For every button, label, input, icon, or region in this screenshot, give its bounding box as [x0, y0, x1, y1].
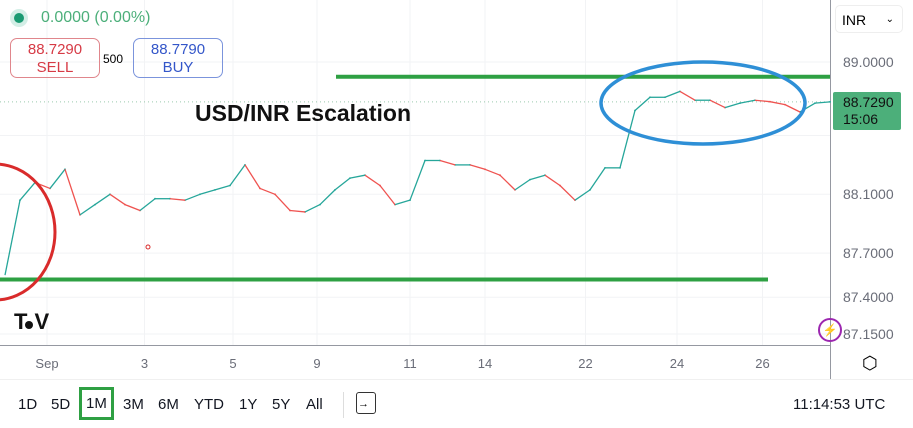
- spread: 500: [103, 52, 124, 66]
- price-segment: [439, 159, 456, 166]
- price-segment: [199, 189, 216, 195]
- price-segment: [304, 204, 321, 213]
- last-price-tag: 88.7290 15:06: [833, 92, 901, 130]
- price-segment: [319, 189, 336, 206]
- x-tick-label: 22: [578, 356, 593, 371]
- range-1d[interactable]: 1D: [18, 396, 38, 413]
- currency-select[interactable]: INR ⌄: [835, 5, 903, 33]
- price-segment: [94, 193, 111, 206]
- chart-settings-icon[interactable]: ⬡: [862, 353, 878, 373]
- price-segment: [814, 101, 831, 104]
- buy-price: 88.7790: [150, 41, 206, 58]
- price-segment: [469, 164, 486, 170]
- price-segment: [514, 179, 531, 191]
- price-segment: [739, 99, 756, 104]
- range-5d[interactable]: 5D: [51, 396, 71, 413]
- price-segment: [379, 185, 396, 205]
- price-segment: [49, 168, 66, 189]
- bar-countdown: 15:06: [843, 111, 879, 127]
- price-segment: [544, 174, 561, 187]
- price-segment: [139, 198, 156, 211]
- x-tick-label: 24: [669, 356, 685, 371]
- range-5y[interactable]: 5Y: [272, 396, 291, 413]
- price-segment: [529, 174, 546, 181]
- price-segment: [109, 193, 126, 206]
- clock[interactable]: 11:14:53 UTC: [793, 396, 886, 413]
- price-segment: [409, 160, 426, 201]
- price-segment: [394, 199, 411, 206]
- price-segment: [64, 169, 81, 216]
- bottom-divider: [0, 379, 913, 380]
- date-range-calendar-icon[interactable]: →: [356, 392, 376, 414]
- price-segment: [19, 182, 36, 201]
- x-tick-label: 14: [477, 356, 493, 371]
- price-segment: [754, 99, 771, 103]
- range-all[interactable]: All: [306, 396, 323, 413]
- price-segment: [784, 104, 801, 113]
- price-segment: [124, 203, 141, 212]
- red-dot-marker: [145, 244, 151, 250]
- price-segment: [289, 209, 306, 213]
- price-segment: [259, 187, 276, 195]
- sell-label: SELL: [36, 59, 74, 76]
- y-tick-label: 87.1500: [843, 325, 894, 342]
- price-segment: [499, 174, 516, 191]
- chevron-down-icon: ⌄: [885, 14, 894, 25]
- price-segment: [484, 168, 501, 176]
- price-segment: [229, 164, 246, 186]
- price-segment: [709, 99, 726, 109]
- toolbar-separator: [343, 392, 344, 418]
- price-segment: [184, 193, 201, 201]
- y-tick-label: 87.4000: [843, 289, 894, 306]
- x-tick-label: 5: [229, 356, 237, 371]
- price-segment: [274, 193, 291, 211]
- change-value: 0.0000 (0.00%): [41, 9, 151, 26]
- status-dot-icon: [10, 9, 28, 27]
- range-ytd[interactable]: YTD: [194, 396, 224, 413]
- blue-ellipse-annotation: [599, 60, 807, 146]
- price-segment: [769, 101, 786, 106]
- currency-value: INR: [842, 12, 867, 28]
- price-segment: [634, 96, 651, 111]
- price-segment: [589, 167, 606, 191]
- sell-price: 88.7290: [27, 41, 83, 58]
- price-segment: [349, 174, 366, 179]
- buy-label: BUY: [162, 59, 194, 76]
- y-tick-label: 89.0000: [843, 54, 894, 70]
- price-segment: [679, 90, 696, 101]
- price-segment: [4, 200, 21, 276]
- price-segment: [334, 177, 351, 191]
- price-segment: [364, 174, 381, 187]
- range-1m[interactable]: 1M: [79, 387, 114, 420]
- price-segment: [214, 184, 231, 191]
- price-segment: [724, 102, 741, 109]
- price-segment: [664, 90, 681, 98]
- sell-button[interactable]: 88.7290 SELL: [10, 38, 100, 78]
- y-tick-label: 88.1000: [843, 186, 894, 203]
- price-segment: [619, 110, 636, 169]
- range-1y[interactable]: 1Y: [239, 396, 258, 413]
- price-segment: [574, 189, 591, 201]
- annotation-title: USD/INR Escalation: [195, 100, 411, 126]
- price-segment: [244, 164, 261, 189]
- x-tick-label: 26: [755, 356, 770, 371]
- x-tick-label: 3: [140, 356, 149, 371]
- price-segment: [169, 198, 186, 201]
- price-segment: [559, 185, 576, 201]
- range-3m[interactable]: 3M: [123, 396, 144, 413]
- range-6m[interactable]: 6M: [158, 396, 179, 413]
- buy-button[interactable]: 88.7790 BUY: [133, 38, 223, 78]
- x-tick-label: Sep: [35, 356, 59, 371]
- lightning-icon[interactable]: ⚡: [818, 318, 842, 342]
- last-price: 88.7290: [843, 94, 894, 110]
- red-circle-annotation: [0, 162, 57, 302]
- y-tick-label: 87.7000: [843, 245, 894, 262]
- x-tick-label: 9: [313, 356, 321, 371]
- price-point: [829, 100, 831, 103]
- price-segment: [79, 204, 96, 216]
- x-tick-label: 11: [403, 356, 417, 371]
